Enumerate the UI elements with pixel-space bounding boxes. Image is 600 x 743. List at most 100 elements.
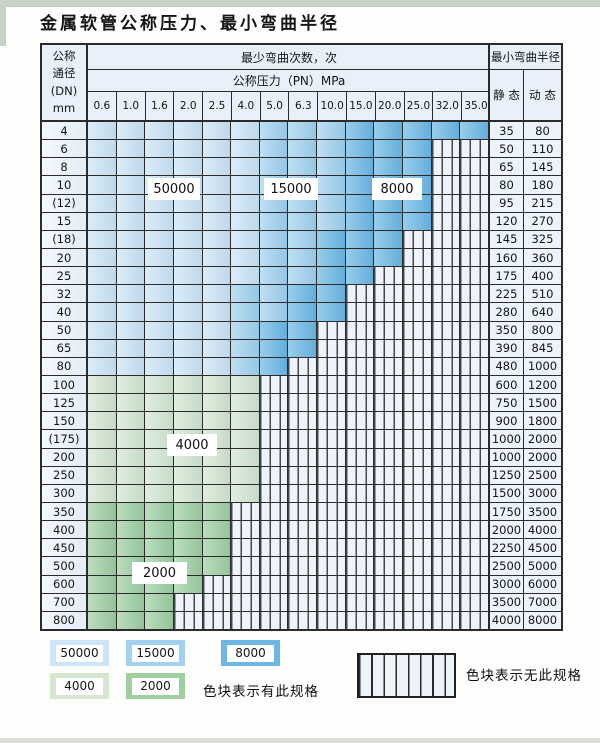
spec-cell xyxy=(231,394,260,412)
spec-cell-none xyxy=(173,611,203,629)
spec-cell-none xyxy=(431,267,461,285)
table-header: 公称 通径 (DN) mm 最少弯曲次数，次 公称压力（PN）MPa 0.6 1.… xyxy=(42,45,561,122)
spec-cell xyxy=(231,412,260,430)
overlay-label-15000: 15000 xyxy=(264,178,318,200)
page-title: 金属软管公称压力、最小弯曲半径 xyxy=(40,14,340,34)
corner-line3: (DN) xyxy=(50,83,78,98)
spec-cell xyxy=(317,176,346,194)
spec-cell xyxy=(173,140,203,158)
corner-line4: mm xyxy=(52,101,76,115)
table-row: 150 900 1800 xyxy=(42,412,561,431)
spec-cell xyxy=(88,357,117,375)
spec-cell-none xyxy=(259,375,289,394)
dynamic-value: 7000 xyxy=(523,593,561,611)
spec-cell xyxy=(88,575,117,593)
dn-cell: 800 xyxy=(42,611,88,629)
spec-cell xyxy=(202,248,232,267)
dn-cell: (18) xyxy=(42,230,88,248)
table-row: 6 50 110 xyxy=(42,140,561,159)
spec-cell xyxy=(116,430,146,448)
spec-cell-none xyxy=(431,502,461,521)
bend-cycles-header: 最少弯曲次数，次 xyxy=(88,45,490,70)
spec-cell xyxy=(231,466,260,484)
spec-cell-none xyxy=(460,285,490,303)
spec-cell xyxy=(231,448,260,466)
spec-cell-none xyxy=(259,412,289,430)
dynamic-value: 180 xyxy=(523,176,561,194)
pressure-col-header: 2.0 xyxy=(174,92,204,120)
spec-cell xyxy=(88,521,117,539)
spec-cell-none xyxy=(288,394,318,412)
spec-cell-none xyxy=(460,521,490,539)
spec-cell xyxy=(202,484,232,502)
table-row: 25 175 400 xyxy=(42,267,561,286)
dn-cell: 700 xyxy=(42,593,88,611)
spec-cell xyxy=(317,212,346,230)
spec-cell-none xyxy=(288,502,318,521)
pressure-col-header: 35.0 xyxy=(464,100,488,112)
spec-cell-none xyxy=(374,502,404,521)
spec-cell-none xyxy=(317,412,346,430)
spec-cell xyxy=(88,593,117,611)
spec-cell-none xyxy=(460,230,490,248)
corner-line2: 通径 xyxy=(52,66,76,80)
spec-cell xyxy=(88,321,117,339)
static-value: 160 xyxy=(489,248,524,267)
spec-cell xyxy=(145,158,174,176)
spec-cell xyxy=(403,140,432,158)
dynamic-value: 2000 xyxy=(523,448,561,466)
spec-cell xyxy=(317,267,346,285)
spec-cell xyxy=(145,122,174,140)
spec-cell-none xyxy=(345,611,375,629)
spec-cell-none xyxy=(431,412,461,430)
spec-cell-none xyxy=(345,575,375,593)
spec-cell-none xyxy=(374,285,404,303)
spec-cell xyxy=(173,412,203,430)
spec-cell xyxy=(88,158,117,176)
spec-cell-none xyxy=(288,539,318,557)
spec-cell xyxy=(202,521,232,539)
spec-cell xyxy=(116,285,146,303)
spec-cell xyxy=(116,593,146,611)
table-row: 8 65 145 xyxy=(42,158,561,177)
spec-cell-none xyxy=(374,611,404,629)
dn-cell: 350 xyxy=(42,502,88,521)
spec-cell xyxy=(259,339,289,357)
spec-cell xyxy=(116,176,146,194)
pressure-col-header: 0.6 xyxy=(88,92,117,120)
dynamic-value: 325 xyxy=(523,230,561,248)
spec-cell xyxy=(288,248,318,267)
spec-cell xyxy=(116,303,146,321)
spec-cell xyxy=(145,593,174,611)
legend-value-4000: 4000 xyxy=(56,677,103,695)
spec-cell xyxy=(173,285,203,303)
spec-cell-none xyxy=(288,557,318,575)
static-value: 750 xyxy=(489,394,524,412)
spec-cell xyxy=(173,303,203,321)
header-main: 最少弯曲次数，次 公称压力（PN）MPa 0.6 1.0 1.6 2.0 2.5 4.0 5… xyxy=(88,45,490,120)
table-row: (175) 1000 2000 xyxy=(42,430,561,449)
spec-cell xyxy=(231,176,260,194)
table-row: 40 280 640 xyxy=(42,303,561,322)
table-row: 100 600 1200 xyxy=(42,375,561,395)
spec-cell xyxy=(173,484,203,502)
spec-cell-none xyxy=(202,611,232,629)
spec-cell-none xyxy=(431,575,461,593)
pressure-header: 公称压力（PN）MPa xyxy=(88,70,490,92)
spec-cell xyxy=(116,321,146,339)
static-value: 1250 xyxy=(489,466,524,484)
spec-cell xyxy=(288,339,318,357)
dn-cell: 250 xyxy=(42,466,88,484)
pressure-col-header: 10.0 xyxy=(318,92,348,120)
spec-cell xyxy=(231,484,260,502)
static-value: 80 xyxy=(489,176,524,194)
spec-cell xyxy=(88,375,117,394)
spec-cell xyxy=(116,194,146,212)
spec-cell xyxy=(317,194,346,212)
dynamic-value: 1200 xyxy=(523,375,561,394)
pressure-col-header: 5.0 xyxy=(261,92,290,120)
table-row: 500 2500 5000 xyxy=(42,557,561,576)
dn-cell: 400 xyxy=(42,521,88,539)
spec-cell-none xyxy=(403,466,432,484)
spec-cell xyxy=(145,230,174,248)
